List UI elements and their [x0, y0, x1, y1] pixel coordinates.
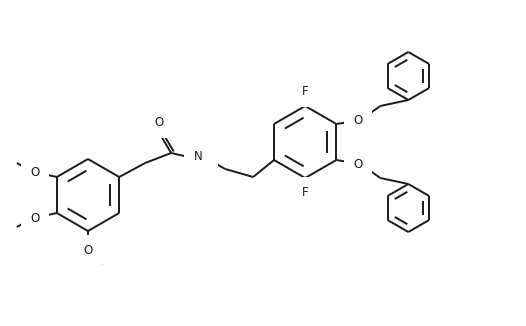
Text: O: O	[353, 113, 363, 126]
Text: N: N	[194, 151, 203, 164]
Text: F: F	[302, 186, 308, 199]
Text: O: O	[30, 166, 39, 179]
Text: F: F	[302, 85, 308, 98]
Text: O: O	[155, 116, 164, 129]
Text: O: O	[84, 244, 93, 258]
Text: O: O	[30, 212, 39, 225]
Text: H: H	[201, 152, 209, 162]
Text: O: O	[353, 157, 363, 170]
